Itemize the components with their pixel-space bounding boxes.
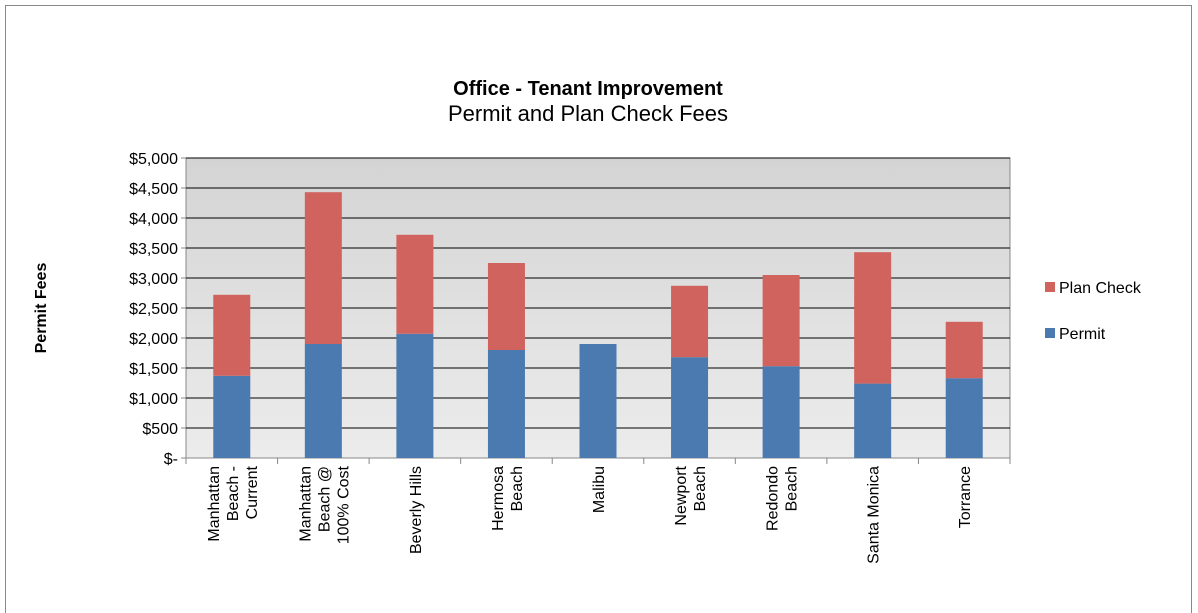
- bar-segment: [945, 378, 983, 458]
- chart-subtitle: Permit and Plan Check Fees: [448, 101, 728, 126]
- x-tick-label: Hermosa: [490, 466, 507, 531]
- bar-segment: [854, 252, 892, 384]
- x-tick-label: Beach: [692, 466, 709, 511]
- x-tick-label: Manhattan: [297, 466, 314, 542]
- y-tick-label: $4,000: [129, 211, 178, 228]
- y-tick-label: $2,500: [129, 301, 178, 318]
- x-tick-label: Beach: [509, 466, 526, 511]
- y-tick-label: $3,000: [129, 271, 178, 288]
- bar-segment: [396, 333, 434, 458]
- bar-segment: [487, 263, 525, 350]
- bar-segment: [487, 350, 525, 458]
- bar-segment: [671, 285, 709, 358]
- legend-label: Permit: [1059, 326, 1106, 343]
- y-tick-label: $4,500: [129, 181, 178, 198]
- x-tick-label: Redondo: [765, 466, 782, 531]
- y-tick-label: $1,000: [129, 391, 178, 408]
- legend-swatch: [1045, 282, 1055, 292]
- bar-segment: [213, 375, 251, 458]
- x-tick-label: Current: [244, 465, 261, 519]
- y-tick-label: $1,500: [129, 361, 178, 378]
- y-tick-label: $5,000: [129, 151, 178, 168]
- x-tick-label: 100% Cost: [335, 465, 352, 544]
- bar-segment: [579, 344, 617, 458]
- bar-segment: [945, 321, 983, 379]
- legend-swatch: [1045, 328, 1055, 338]
- y-tick-label: $-: [164, 451, 178, 468]
- x-tick-label: Manhattan: [206, 466, 223, 542]
- x-tick-label: Santa Monica: [866, 466, 883, 564]
- x-tick-label: Beach: [784, 466, 801, 511]
- x-tick-label: Beach -: [225, 466, 242, 521]
- x-tick-label: Malibu: [591, 466, 608, 513]
- legend-label: Plan Check: [1059, 280, 1142, 297]
- bar-segment: [213, 294, 251, 376]
- x-tick-label: Newport: [673, 465, 690, 525]
- chart-title: Office - Tenant Improvement: [453, 78, 723, 100]
- bar-segment: [304, 192, 342, 344]
- bar-segment: [671, 357, 709, 458]
- bar-segment: [762, 366, 800, 458]
- y-tick-label: $2,000: [129, 331, 178, 348]
- x-tick-label: Torrance: [957, 466, 974, 528]
- bar-segment: [396, 234, 434, 334]
- y-axis-label: Permit Fees: [33, 263, 50, 354]
- y-tick-label: $3,500: [129, 241, 178, 258]
- bar-segment: [854, 383, 892, 458]
- y-tick-label: $500: [142, 421, 178, 438]
- bar-segment: [304, 344, 342, 458]
- x-tick-label: Beverly Hills: [408, 466, 425, 554]
- bar-segment: [762, 275, 800, 367]
- x-tick-label: Beach @: [316, 466, 333, 532]
